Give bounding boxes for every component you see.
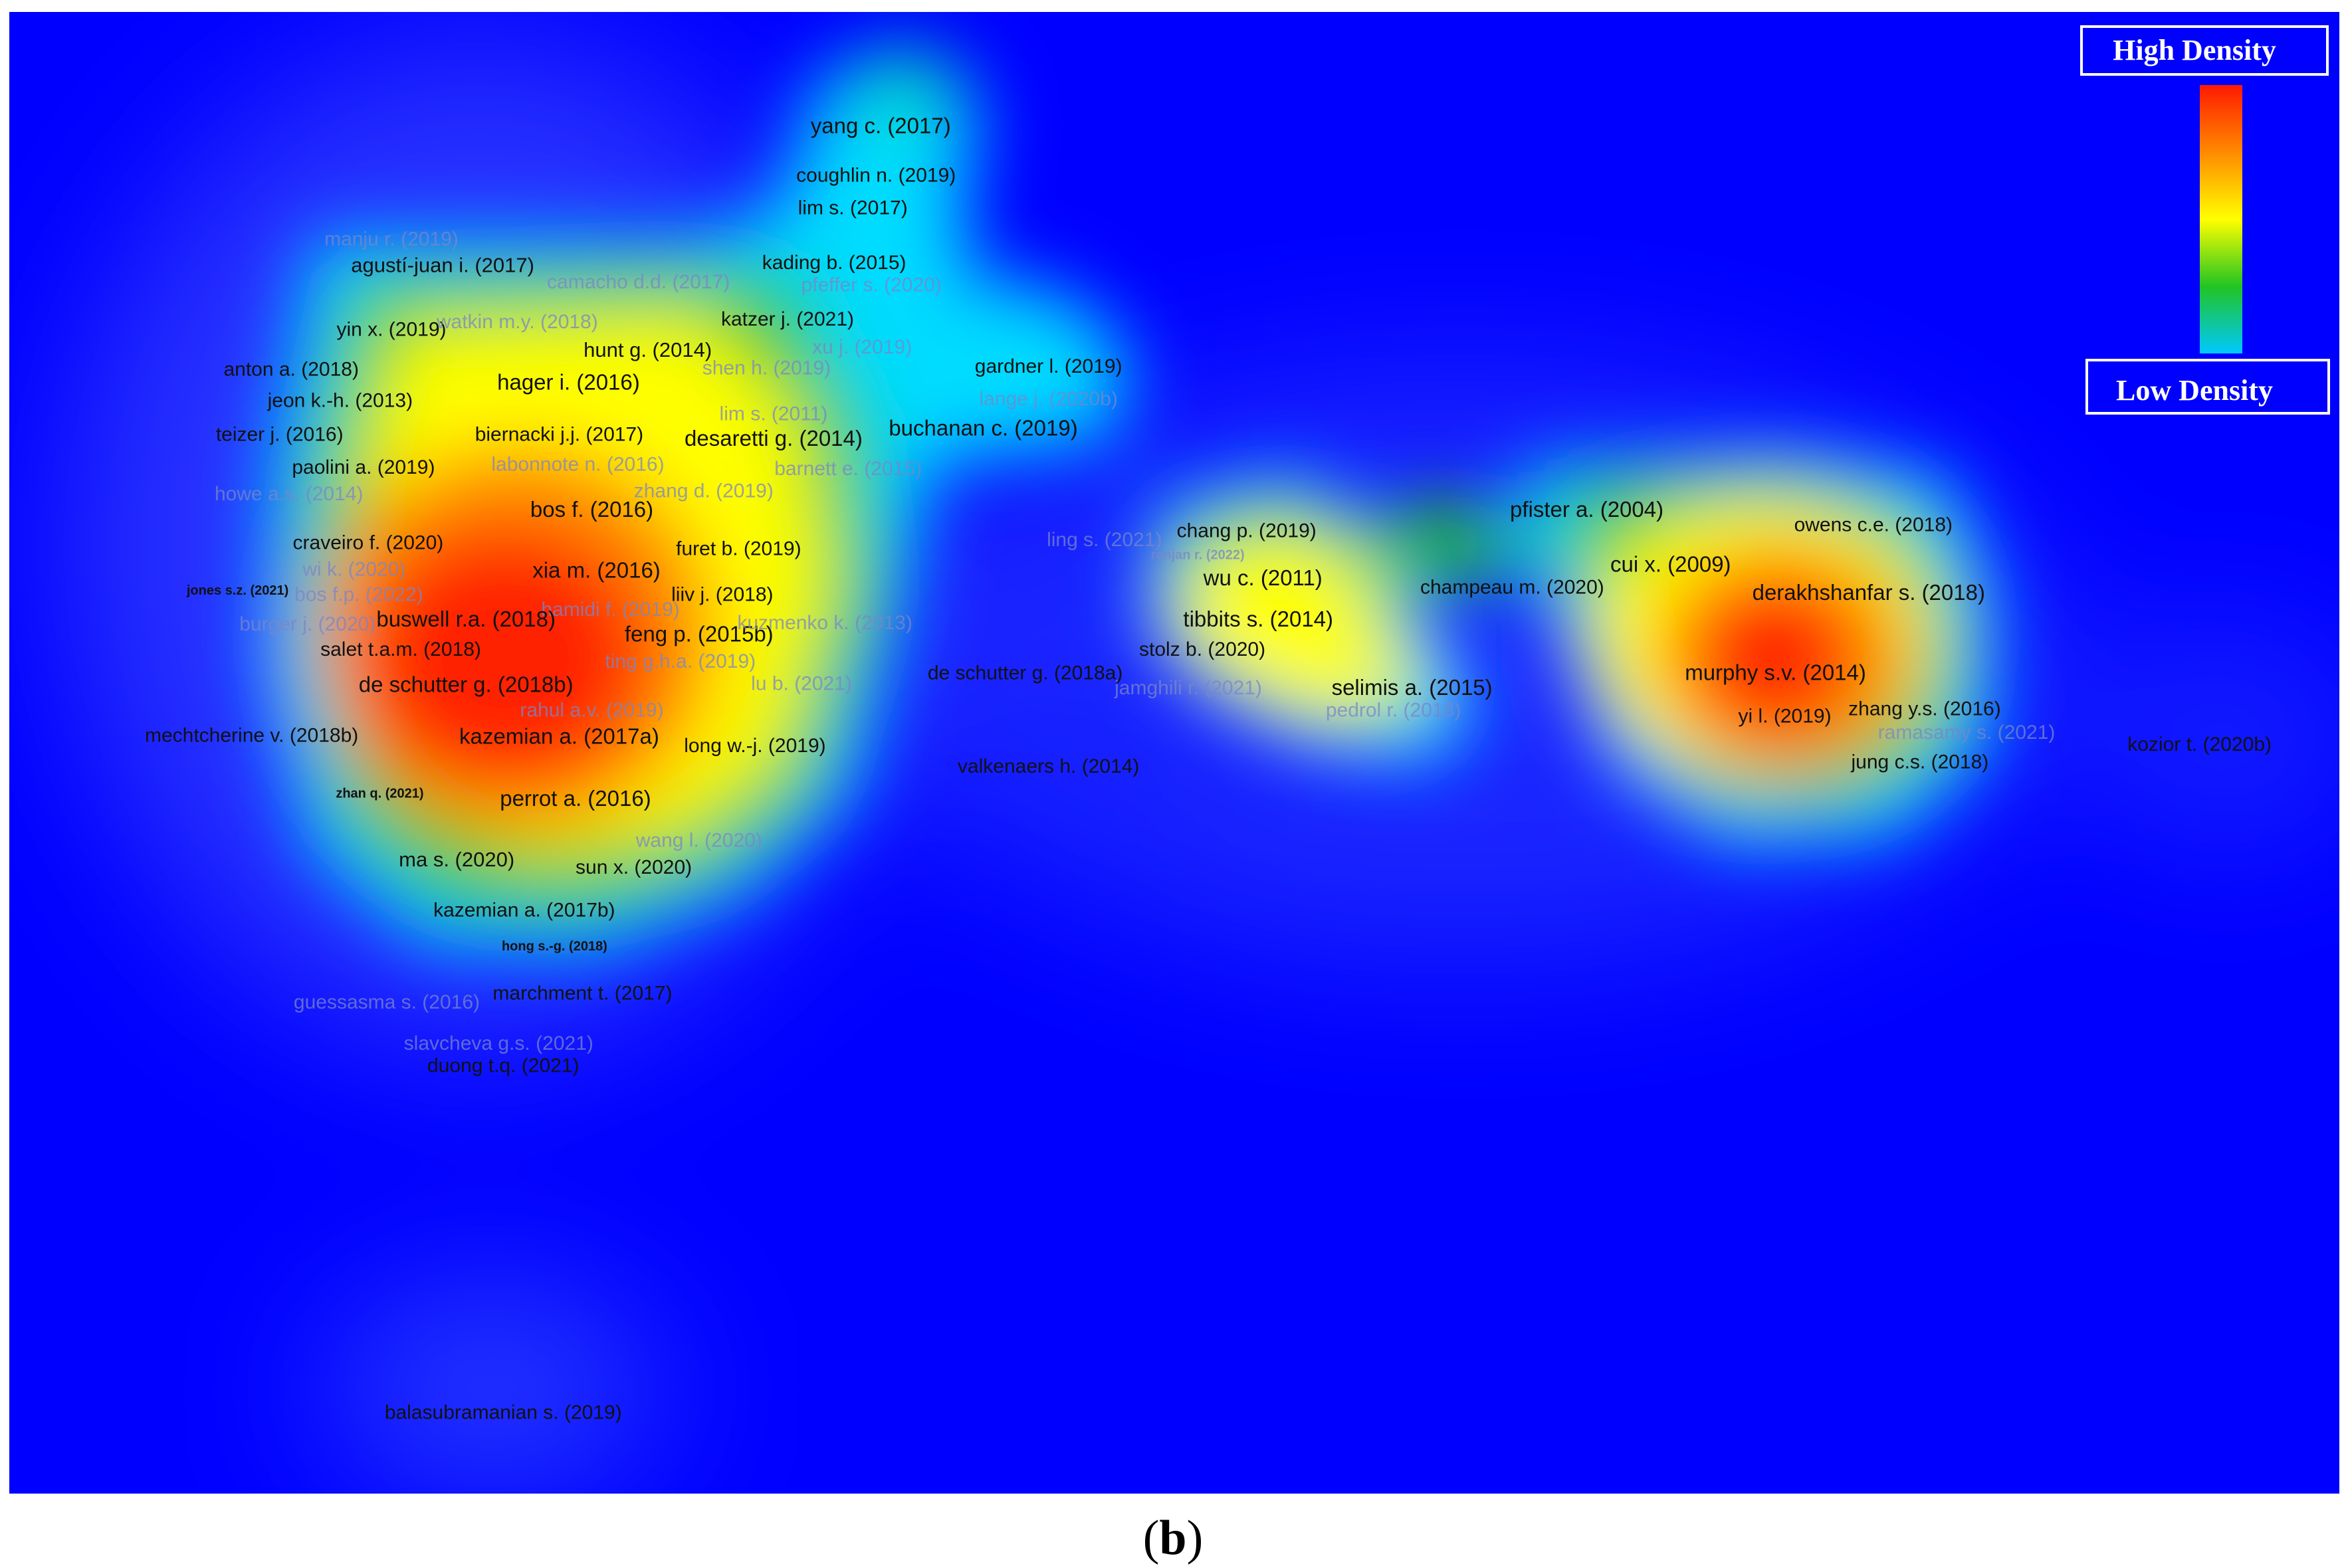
node-label: ma s. (2020) xyxy=(399,848,514,871)
node-label: watkin m.y. (2018) xyxy=(436,311,598,333)
node-label: barnett e. (2015) xyxy=(774,458,922,480)
node-label: hager i. (2016) xyxy=(497,369,640,394)
node-label: lim s. (2017) xyxy=(798,197,908,219)
node-label: murphy s.v. (2014) xyxy=(1685,660,1866,685)
node-label: wang l. (2020) xyxy=(635,830,762,852)
node-label: ramasamy s. (2021) xyxy=(1878,722,2056,743)
node-label: slavcheva g.s. (2021) xyxy=(404,1032,593,1054)
node-label: manju r. (2019) xyxy=(324,228,459,250)
node-label: tibbits s. (2014) xyxy=(1183,607,1333,631)
node-label: kading b. (2015) xyxy=(762,252,906,274)
node-labels: yang c. (2017) coughlin n. (2019) lim s. (… xyxy=(145,114,2272,1424)
node-label: zhang d. (2019) xyxy=(634,480,774,502)
node-label: bos f. (2016) xyxy=(530,497,653,522)
legend-high-label: High Density xyxy=(2113,34,2276,66)
caption-letter: b xyxy=(1159,1511,1187,1565)
node-label: shen h. (2019) xyxy=(702,357,831,379)
node-label: biernacki j.j. (2017) xyxy=(475,424,643,446)
node-label: buswell r.a. (2018) xyxy=(376,607,556,631)
node-label: lange j. (2020b) xyxy=(979,388,1117,410)
node-label: coughlin n. (2019) xyxy=(796,164,956,186)
node-label: pfeffer s. (2020) xyxy=(801,274,942,296)
node-label: yin x. (2019) xyxy=(336,318,446,340)
node-label: yang c. (2017) xyxy=(811,114,951,138)
caption-close-paren: ) xyxy=(1186,1511,1204,1565)
legend-high-box xyxy=(2080,25,2329,76)
node-label: howe a.s. (2014) xyxy=(215,483,363,505)
node-label: rahul a.v. (2019) xyxy=(520,699,663,721)
node-label: ranjan r. (2022) xyxy=(1150,548,1244,563)
node-label: mechtcherine v. (2018b) xyxy=(145,724,358,746)
node-label: kuzmenko k. (2013) xyxy=(737,612,912,634)
figure-caption: (b) xyxy=(0,1508,2346,1568)
node-label: jeon k.-h. (2013) xyxy=(267,389,413,411)
node-label: cui x. (2009) xyxy=(1610,552,1731,577)
node-label: hong s.-g. (2018) xyxy=(502,939,607,953)
node-label: desaretti g. (2014) xyxy=(685,426,863,450)
node-label: sun x. (2020) xyxy=(576,856,692,878)
node-label: selimis a. (2015) xyxy=(1332,675,1493,700)
node-label: katzer j. (2021) xyxy=(721,308,854,330)
node-label: hunt g. (2014) xyxy=(584,338,712,361)
node-label: stolz b. (2020) xyxy=(1139,638,1265,660)
node-label: jones s.z. (2021) xyxy=(186,583,288,598)
node-label: kozior t. (2020b) xyxy=(2127,734,2272,755)
legend-gradient-bar xyxy=(2200,85,2242,353)
node-label: camacho d.d. (2017) xyxy=(547,271,730,293)
node-label: craveiro f. (2020) xyxy=(293,532,444,553)
node-label: guessasma s. (2016) xyxy=(294,991,480,1013)
node-label: xia m. (2016) xyxy=(532,558,661,583)
node-label: duong t.q. (2021) xyxy=(427,1055,580,1077)
node-label: paolini a. (2019) xyxy=(292,456,435,478)
node-label: ling s. (2021) xyxy=(1047,529,1162,551)
node-label: balasubramanian s. (2019) xyxy=(385,1402,622,1424)
node-label: de schutter g. (2018a) xyxy=(928,662,1123,684)
node-label: long w.-j. (2019) xyxy=(684,735,825,757)
node-label: yi l. (2019) xyxy=(1739,705,1832,727)
node-label: jamghili r. (2021) xyxy=(1114,677,1262,699)
node-label: derakhshanfar s. (2018) xyxy=(1753,580,1985,605)
node-label: ting g.h.a. (2019) xyxy=(605,650,756,672)
density-heat-layer xyxy=(266,47,1994,950)
node-label: zhang y.s. (2016) xyxy=(1848,698,2001,720)
node-label: buchanan c. (2019) xyxy=(889,416,1077,441)
node-label: xu j. (2019) xyxy=(812,336,912,358)
node-label: liiv j. (2018) xyxy=(671,584,773,606)
node-label: zhan q. (2021) xyxy=(336,787,423,801)
node-label: teizer j. (2016) xyxy=(216,424,344,446)
node-label: champeau m. (2020) xyxy=(1420,576,1604,598)
node-label: hamidi f. (2019) xyxy=(541,599,679,621)
node-label: bos f.p. (2022) xyxy=(294,584,423,606)
node-label: salet t.a.m. (2018) xyxy=(320,638,481,660)
node-label: feng p. (2015b) xyxy=(625,622,774,646)
node-label: chang p. (2019) xyxy=(1177,520,1317,542)
node-label: burger j. (2020) xyxy=(239,613,375,635)
node-label: lim s. (2011) xyxy=(720,403,828,425)
node-label: valkenaers h. (2014) xyxy=(958,755,1140,777)
node-label: labonnote n. (2016) xyxy=(491,453,664,475)
density-legend: High Density Low Density xyxy=(2080,25,2330,415)
node-label: perrot a. (2016) xyxy=(500,786,651,811)
node-label: pfister a. (2004) xyxy=(1510,497,1663,522)
node-label: anton a. (2018) xyxy=(223,359,358,381)
node-label: de schutter g. (2018b) xyxy=(359,672,574,696)
caption-open-paren: ( xyxy=(1142,1511,1160,1565)
node-label: kazemian a. (2017b) xyxy=(433,900,615,922)
node-label: lu b. (2021) xyxy=(751,672,852,694)
node-label: kazemian a. (2017a) xyxy=(459,724,659,748)
node-label: wi k. (2020) xyxy=(302,559,405,581)
node-label: marchment t. (2017) xyxy=(492,982,672,1004)
legend-low-box xyxy=(2085,359,2330,415)
node-label: wu c. (2011) xyxy=(1203,565,1323,590)
node-label: furet b. (2019) xyxy=(676,538,801,559)
node-label: pedrol r. (2018) xyxy=(1326,699,1461,721)
node-label: agustí-juan i. (2017) xyxy=(351,254,534,277)
node-label: jung c.s. (2018) xyxy=(1851,751,1989,773)
node-label: owens c.e. (2018) xyxy=(1794,514,1953,536)
node-label: gardner l. (2019) xyxy=(975,355,1122,377)
legend-low-label: Low Density xyxy=(2116,374,2273,407)
